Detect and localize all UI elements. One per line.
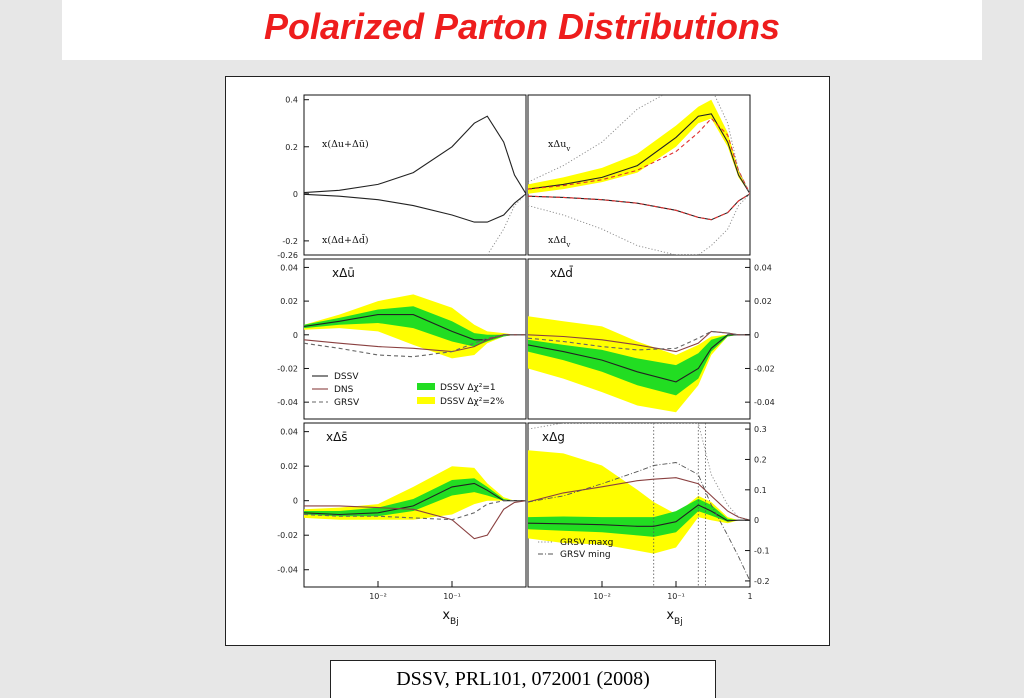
band_1sigma-band [528, 334, 750, 396]
y-tick-label: 0.02 [754, 297, 772, 306]
y-tick-label: 0 [293, 190, 298, 199]
legend-entry: GRSV maxg [560, 538, 613, 548]
panel-bottom-right: 0.3 0.2 0.1 0 -0.1 -0.2 10⁻² 10⁻¹ 1 xBj xΔg GRSV ma… [527, 422, 770, 627]
x-tick-label: 10⁻² [593, 592, 611, 601]
panel-plot-area [528, 316, 750, 413]
red_dashed-curve [528, 193, 750, 221]
title-band: Polarized Parton Distributions [62, 0, 982, 60]
y-tick-label: -0.2 [282, 237, 298, 246]
panel-label: xΔg [542, 430, 565, 444]
slide-title: Polarized Parton Distributions [263, 6, 781, 47]
panel-label-subscript: v [565, 241, 570, 249]
dns-curve [528, 330, 750, 353]
band_2pct-band [528, 99, 750, 194]
y-tick-label: 0 [293, 331, 298, 340]
grsv_dotted-curve [528, 193, 750, 255]
panel-top-right: xΔuv xΔdv [527, 94, 751, 256]
legend-entry: DSSV Δχ²=2% [440, 397, 505, 407]
dssv-curve [528, 504, 750, 527]
y-tick-label: 0.02 [280, 462, 298, 471]
panel-label: x(Δu+Δū) [322, 139, 369, 150]
legend: GRSV maxg GRSV ming [538, 538, 613, 560]
dssv-curve [304, 115, 526, 195]
panel-mid-left: 0.04 0.02 0 -0.02 -0.04 xΔū DSSV DNS GRSV DSSV Δχ… [277, 258, 527, 420]
dssv-curve [528, 334, 750, 383]
legend-entry: GRSV ming [560, 550, 611, 560]
x-tick-label: 10⁻¹ [667, 592, 685, 601]
y-tick-label: 0 [293, 497, 298, 506]
dns-curve [304, 334, 526, 353]
panel-mid-right: 0.04 0.02 0 -0.02 -0.04 xΔd̄ [527, 258, 775, 420]
x-tick-label: 10⁻² [369, 592, 387, 601]
legend-entry: GRSV [334, 398, 360, 408]
panel-plot-area [304, 115, 526, 255]
dssv-curve [304, 482, 526, 516]
pdf-figure: 0.4 0.2 0 -0.2 -0.26 x(Δu+Δū) x(Δd+Δd̄) xΔuv xΔd… [277, 94, 775, 627]
y-tick-label: -0.1 [754, 547, 770, 556]
y-tick-label: -0.04 [754, 398, 775, 407]
red_dashed-curve [528, 117, 750, 195]
y-tick-label: 0.04 [280, 428, 298, 437]
x-axis-label-subscript: Bj [674, 617, 683, 627]
panel-plot-area [304, 294, 526, 359]
x-axis-label: xBj [442, 608, 458, 627]
legend: DSSV DNS GRSV DSSV Δχ²=1 DSSV Δχ²=2% [312, 372, 505, 408]
y-tick-label: 0.3 [754, 425, 767, 434]
legend-entry: DNS [334, 385, 354, 395]
grsv-curve [304, 334, 526, 358]
legend-swatch-2pct [417, 397, 435, 404]
y-tick-label: 0.2 [754, 455, 767, 464]
legend-swatch-1sigma [417, 383, 435, 390]
grsv_ming-curve [528, 462, 750, 582]
y-tick-label: 0.4 [285, 96, 298, 105]
grsv_dotted-curve [486, 193, 526, 255]
y-tick-label: -0.2 [754, 577, 770, 586]
x-tick-label: 10⁻¹ [443, 592, 461, 601]
panel-plot-area [528, 423, 750, 587]
dssv-curve [304, 193, 526, 223]
panel-label: x(Δd+Δd̄) [322, 234, 369, 246]
band_1sigma-band [304, 306, 526, 347]
legend-entry: DSSV Δχ²=1 [440, 383, 496, 393]
panel-plot-area [528, 95, 750, 255]
x-axis-label-subscript: Bj [450, 617, 459, 627]
dssv-curve [528, 113, 750, 195]
citation-box: DSSV, PRL101, 072001 (2008) [330, 660, 716, 698]
y-tick-label: 0.04 [280, 263, 298, 272]
x-tick-label: 1 [747, 592, 752, 601]
y-tick-label: -0.02 [277, 531, 298, 540]
grsv_dotted-curve [528, 95, 750, 194]
dns-curve [528, 477, 750, 521]
panel-label-subscript: v [565, 145, 570, 153]
y-tick-label: 0.2 [285, 143, 298, 152]
dns-curve [304, 500, 526, 540]
panel-label: xΔdv [548, 235, 570, 249]
band_1sigma-band [304, 478, 526, 517]
panel-label: xΔū [332, 266, 355, 280]
legend-entry: DSSV [334, 372, 359, 382]
panel-top-left: 0.4 0.2 0 -0.2 -0.26 x(Δu+Δū) x(Δd+Δd̄) [277, 94, 527, 260]
panel-frame [303, 94, 527, 256]
y-tick-label: -0.04 [277, 566, 298, 575]
y-tick-label: 0.04 [754, 263, 772, 272]
panel-plot-area [304, 466, 526, 540]
y-tick-label: -0.04 [277, 398, 298, 407]
x-axis-label: xBj [666, 608, 682, 627]
panel-frame [527, 94, 751, 256]
y-tick-label: 0.02 [280, 297, 298, 306]
panel-bottom-left: 0.04 0.02 0 -0.02 -0.04 10⁻² 10⁻¹ xBj xΔs̄ [277, 422, 527, 627]
y-tick-label: -0.02 [277, 364, 298, 373]
y-tick-label: 0.1 [754, 486, 767, 495]
panel-label: xΔuv [548, 139, 570, 153]
panel-label: xΔd̄ [550, 266, 573, 280]
panel-label: xΔs̄ [326, 430, 348, 444]
y-tick-label: -0.02 [754, 364, 775, 373]
y-tick-label: 0 [754, 516, 759, 525]
y-tick-label: 0 [754, 331, 759, 340]
y-tick-label: -0.26 [277, 251, 298, 260]
figure-frame: 0.4 0.2 0 -0.2 -0.26 x(Δu+Δū) x(Δd+Δd̄) xΔuv xΔd… [225, 76, 830, 646]
